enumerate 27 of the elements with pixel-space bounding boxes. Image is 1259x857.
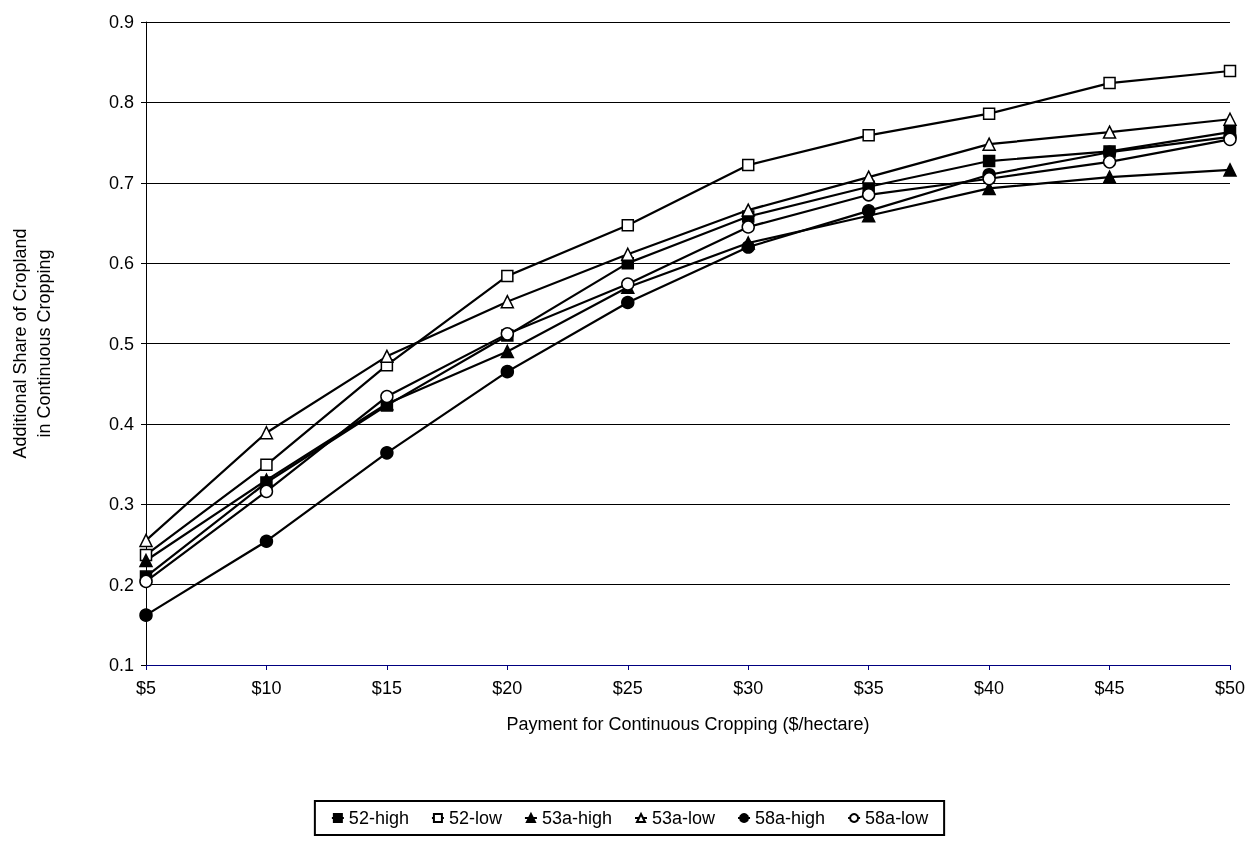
y-tick-label: 0.8 [108, 92, 134, 113]
y-tick-label: 0.6 [108, 253, 134, 274]
y-tick-label: 0.4 [108, 413, 134, 434]
legend-label: 58a-high [755, 808, 826, 828]
x-tick-label: $30 [733, 678, 764, 698]
y-tick-label: 0.1 [108, 655, 134, 675]
x-tick-label: $15 [371, 678, 402, 698]
x-tick-label: $25 [612, 678, 643, 698]
x-tick-label: $50 [1214, 678, 1246, 698]
x-axis-title: Payment for Continuous Cropping ($/hectare) [506, 714, 870, 734]
x-tick-label: $45 [1094, 678, 1125, 698]
y-tick-label: 0.9 [108, 12, 134, 32]
x-tick-label: $5 [135, 678, 157, 698]
legend-label: 53a-low [652, 808, 717, 828]
legend-label: 52-high [348, 808, 409, 828]
y-tick-label: 0.3 [108, 494, 134, 515]
y-tick-label: 0.7 [108, 172, 134, 193]
y-axis-title: Additional Share of Cropland in Continuous Cropping [10, 228, 54, 459]
y-tick-label: 0.5 [108, 333, 134, 354]
x-tick-label: $35 [853, 678, 884, 698]
legend-label: 52-low [448, 808, 503, 828]
x-tick-label: $10 [251, 678, 282, 698]
y-tick-label: 0.2 [108, 574, 134, 595]
legend-label: 53a-high [541, 808, 613, 828]
legend-label: 58a-low [865, 808, 930, 828]
x-tick-label: $40 [974, 678, 1005, 698]
x-tick-label: $20 [492, 678, 523, 698]
